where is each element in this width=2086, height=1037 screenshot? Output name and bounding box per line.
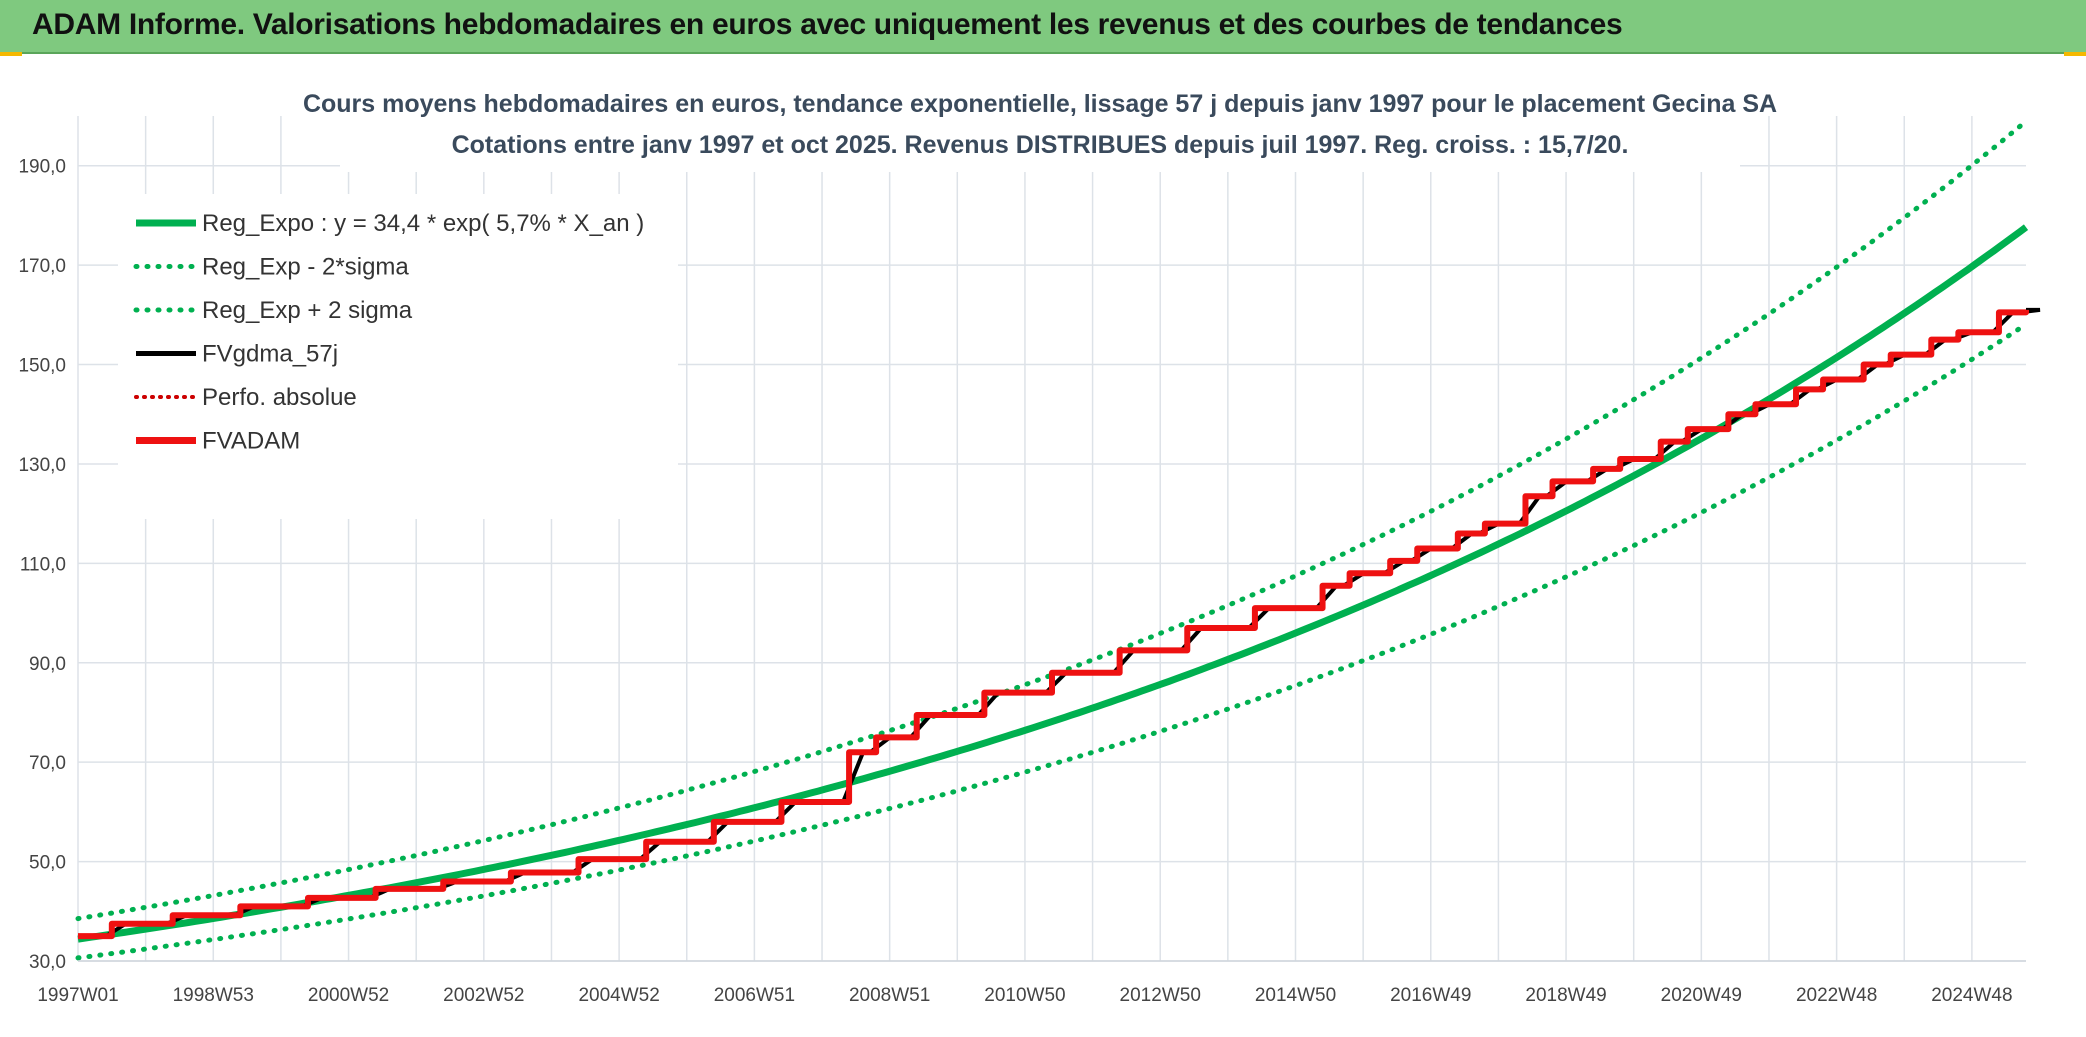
x-tick-label: 2002W52 bbox=[443, 985, 524, 1006]
x-tick-label: 2018W49 bbox=[1525, 985, 1606, 1006]
y-tick-label: 150,0 bbox=[18, 356, 66, 377]
legend-label: FVgdma_57j bbox=[202, 341, 338, 368]
y-tick-label: 30,0 bbox=[29, 952, 66, 973]
x-tick-label: 2006W51 bbox=[714, 985, 795, 1006]
legend-label: Reg_Exp - 2*sigma bbox=[202, 254, 409, 281]
axis-layer: 30,0 50,0 70,0 90,0 110,0 130,0 150,0 170,0 190,… bbox=[18, 157, 2026, 1006]
y-tick-label: 190,0 bbox=[18, 157, 66, 178]
y-tick-label: 110,0 bbox=[20, 554, 66, 575]
series-line-fvadam bbox=[78, 309, 2029, 940]
chart-title: Cours moyens hebdomadaires en euros, ten… bbox=[303, 90, 1777, 118]
x-tick-label: 2000W52 bbox=[308, 985, 389, 1006]
corner-accent-right bbox=[2064, 52, 2086, 59]
series-layer bbox=[75, 118, 2041, 961]
x-tick-label: 1997W01 bbox=[37, 985, 118, 1006]
series-line-1 bbox=[75, 321, 2029, 961]
legend-label: Reg_Expo : y = 34,4 * exp( 5,7% * X_an ) bbox=[202, 210, 644, 237]
title-background bbox=[340, 82, 1740, 172]
x-tick-label: 2014W50 bbox=[1255, 985, 1336, 1006]
x-tick-label: 2012W50 bbox=[1120, 985, 1201, 1006]
chart-subtitle: Cotations entre janv 1997 et oct 2025. R… bbox=[452, 131, 1629, 159]
chart: 30,0 50,0 70,0 90,0 110,0 130,0 150,0 170,0 190,… bbox=[0, 56, 2086, 1037]
legend-label: Reg_Exp + 2 sigma bbox=[202, 297, 413, 324]
legend-background bbox=[118, 194, 678, 519]
x-tick-label: 2022W48 bbox=[1796, 985, 1877, 1006]
x-tick-label: 1998W53 bbox=[173, 985, 254, 1006]
legend-label: Perfo. absolue bbox=[202, 384, 357, 411]
report-banner: ADAM Informe. Valorisations hebdomadaire… bbox=[0, 0, 2086, 54]
y-tick-label: 90,0 bbox=[29, 654, 66, 675]
y-tick-label: 70,0 bbox=[29, 753, 66, 774]
legend-label: FVADAM bbox=[202, 428, 300, 455]
x-tick-label: 2024W48 bbox=[1931, 985, 2012, 1006]
x-tick-label: 2016W49 bbox=[1390, 985, 1471, 1006]
series-line-0 bbox=[77, 224, 2029, 943]
y-tick-label: 130,0 bbox=[18, 455, 66, 476]
x-tick-label: 2020W49 bbox=[1661, 985, 1742, 1006]
x-tick-label: 2008W51 bbox=[849, 985, 930, 1006]
report-title: ADAM Informe. Valorisations hebdomadaire… bbox=[32, 8, 1623, 41]
corner-accent-left bbox=[0, 52, 22, 59]
x-tick-label: 2010W50 bbox=[984, 985, 1065, 1006]
x-tick-label: 2004W52 bbox=[578, 985, 659, 1006]
y-tick-label: 50,0 bbox=[29, 853, 66, 874]
legend: Reg_Expo : y = 34,4 * exp( 5,7% * X_an )… bbox=[118, 194, 678, 519]
series-line-2 bbox=[75, 118, 2029, 922]
y-tick-label: 170,0 bbox=[18, 256, 66, 277]
